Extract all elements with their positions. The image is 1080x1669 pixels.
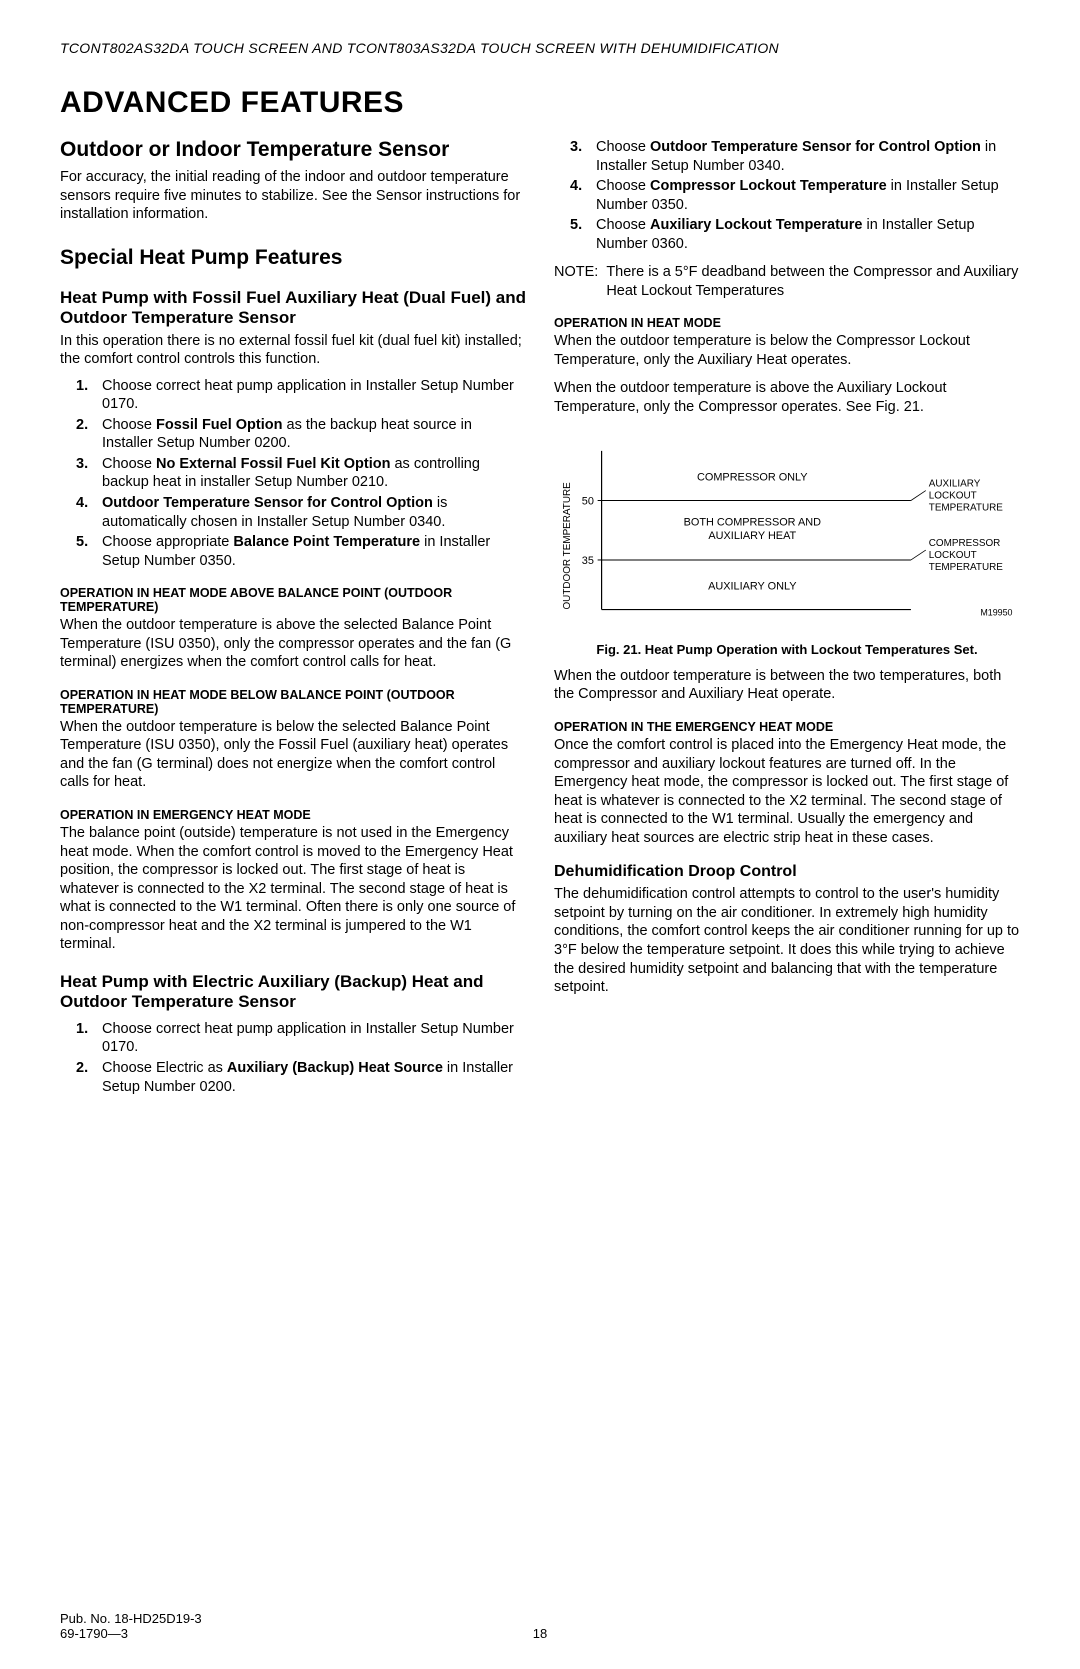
zone-compressor-only: COMPRESSOR ONLY bbox=[697, 471, 808, 483]
paragraph: Once the comfort control is placed into … bbox=[554, 736, 1020, 847]
diagram-svg: OUTDOOR TEMPERATURE 50 35 COMPRESSOR ONL… bbox=[554, 441, 1020, 629]
subsection-electric-aux: Heat Pump with Electric Auxiliary (Backu… bbox=[60, 972, 526, 1012]
right-column: 3. Choose Outdoor Temperature Sensor for… bbox=[554, 138, 1020, 1102]
operation-above-bp-heading: OPERATION IN HEAT MODE ABOVE BALANCE POI… bbox=[60, 586, 526, 614]
item-text-a: Choose bbox=[596, 178, 650, 194]
item-number: 5. bbox=[570, 216, 582, 235]
item-number: 4. bbox=[76, 494, 88, 513]
item-text-b: Auxiliary (Backup) Heat Source bbox=[227, 1060, 443, 1076]
pub-number: Pub. No. 18-HD25D19-3 bbox=[60, 1611, 202, 1626]
operation-emergency-heading: OPERATION IN EMERGENCY HEAT MODE bbox=[60, 808, 526, 822]
y-axis-label: OUTDOOR TEMPERATURE bbox=[562, 481, 573, 609]
item-text-b: Outdoor Temperature Sensor for Control O… bbox=[650, 139, 981, 155]
zone-both-b: AUXILIARY HEAT bbox=[708, 530, 796, 542]
list-item: 1. Choose correct heat pump application … bbox=[60, 377, 526, 414]
zone-aux-only: AUXILIARY ONLY bbox=[708, 580, 797, 592]
item-text-b: Fossil Fuel Option bbox=[156, 417, 282, 433]
paragraph: When the outdoor temperature is below th… bbox=[60, 718, 526, 792]
item-number: 1. bbox=[76, 1020, 88, 1039]
paragraph: When the outdoor temperature is above th… bbox=[60, 616, 526, 672]
list-item: 1. Choose correct heat pump application … bbox=[60, 1020, 526, 1057]
numbered-list-1: 1. Choose correct heat pump application … bbox=[60, 377, 526, 570]
zone-both-a: BOTH COMPRESSOR AND bbox=[684, 516, 821, 528]
page-number: 18 bbox=[533, 1626, 547, 1641]
lockout-diagram: OUTDOOR TEMPERATURE 50 35 COMPRESSOR ONL… bbox=[554, 441, 1020, 634]
item-number: 3. bbox=[76, 455, 88, 474]
subsection-fossil-fuel: Heat Pump with Fossil Fuel Auxiliary Hea… bbox=[60, 288, 526, 328]
paragraph: For accuracy, the initial reading of the… bbox=[60, 168, 526, 224]
item-text-a: Choose bbox=[102, 417, 156, 433]
left-column: Outdoor or Indoor Temperature Sensor For… bbox=[60, 138, 526, 1102]
paragraph: When the outdoor temperature is below th… bbox=[554, 332, 1020, 369]
item-text-a: Choose bbox=[596, 139, 650, 155]
item-number: 3. bbox=[570, 138, 582, 157]
list-item: 4. Outdoor Temperature Sensor for Contro… bbox=[60, 494, 526, 531]
item-text-a: Choose bbox=[596, 217, 650, 233]
operation-emergency-heat-heading: OPERATION IN THE EMERGENCY HEAT MODE bbox=[554, 720, 1020, 734]
item-text-b: Outdoor Temperature Sensor for Control O… bbox=[102, 495, 433, 511]
paragraph: The balance point (outside) temperature … bbox=[60, 824, 526, 954]
paragraph: When the outdoor temperature is between … bbox=[554, 667, 1020, 704]
tick-35: 35 bbox=[582, 555, 594, 567]
paragraph: The dehumidification control attempts to… bbox=[554, 885, 1020, 996]
item-number: 4. bbox=[570, 177, 582, 196]
page-footer: Pub. No. 18-HD25D19-3 69-1790—3 18 bbox=[60, 1611, 1020, 1641]
item-text-a: Choose appropriate bbox=[102, 534, 233, 550]
list-item: 5. Choose Auxiliary Lockout Temperature … bbox=[554, 216, 1020, 253]
label-comp-lockout-c: TEMPERATURE bbox=[929, 561, 1004, 572]
item-text-b: Auxiliary Lockout Temperature bbox=[650, 217, 862, 233]
item-text-b: Compressor Lockout Temperature bbox=[650, 178, 887, 194]
main-title: ADVANCED FEATURES bbox=[60, 86, 1020, 120]
note-label: NOTE: bbox=[554, 263, 598, 300]
item-number: 1. bbox=[76, 377, 88, 396]
diagram-code: M19950 bbox=[980, 607, 1012, 617]
item-text-a: Choose bbox=[102, 456, 156, 472]
list-item: 2. Choose Electric as Auxiliary (Backup)… bbox=[60, 1059, 526, 1096]
figure-caption: Fig. 21. Heat Pump Operation with Lockou… bbox=[554, 642, 1020, 657]
numbered-list-2: 1. Choose correct heat pump application … bbox=[60, 1020, 526, 1096]
content-columns: Outdoor or Indoor Temperature Sensor For… bbox=[60, 138, 1020, 1102]
item-number: 2. bbox=[76, 1059, 88, 1078]
label-comp-lockout-b: LOCKOUT bbox=[929, 550, 977, 561]
operation-below-bp-heading: OPERATION IN HEAT MODE BELOW BALANCE POI… bbox=[60, 688, 526, 716]
paragraph: In this operation there is no external f… bbox=[60, 332, 526, 369]
label-comp-lockout-a: COMPRESSOR bbox=[929, 538, 1001, 549]
section-heat-pump: Special Heat Pump Features bbox=[60, 246, 526, 270]
list-item: 3. Choose Outdoor Temperature Sensor for… bbox=[554, 138, 1020, 175]
note-text: There is a 5°F deadband between the Comp… bbox=[606, 263, 1020, 300]
item-text-b: No External Fossil Fuel Kit Option bbox=[156, 456, 390, 472]
item-text: Choose correct heat pump application in … bbox=[102, 378, 514, 413]
tick-50: 50 bbox=[582, 495, 594, 507]
label-aux-lockout-c: TEMPERATURE bbox=[929, 502, 1004, 513]
item-number: 2. bbox=[76, 416, 88, 435]
numbered-list-3: 3. Choose Outdoor Temperature Sensor for… bbox=[554, 138, 1020, 253]
operation-heat-mode-heading: OPERATION IN HEAT MODE bbox=[554, 316, 1020, 330]
item-text-a: Choose Electric as bbox=[102, 1060, 227, 1076]
list-item: 4. Choose Compressor Lockout Temperature… bbox=[554, 177, 1020, 214]
item-number: 5. bbox=[76, 533, 88, 552]
item-text: Choose correct heat pump application in … bbox=[102, 1021, 514, 1056]
list-item: 2. Choose Fossil Fuel Option as the back… bbox=[60, 416, 526, 453]
item-text-b: Balance Point Temperature bbox=[233, 534, 420, 550]
page-header: TCONT802AS32DA TOUCH SCREEN AND TCONT803… bbox=[60, 40, 1020, 56]
list-item: 3. Choose No External Fossil Fuel Kit Op… bbox=[60, 455, 526, 492]
paragraph: When the outdoor temperature is above th… bbox=[554, 379, 1020, 416]
list-item: 5. Choose appropriate Balance Point Temp… bbox=[60, 533, 526, 570]
note: NOTE: There is a 5°F deadband between th… bbox=[554, 263, 1020, 300]
label-aux-lockout-b: LOCKOUT bbox=[929, 490, 977, 501]
publication-info: Pub. No. 18-HD25D19-3 69-1790—3 bbox=[60, 1611, 202, 1641]
doc-number: 69-1790—3 bbox=[60, 1626, 202, 1641]
label-aux-lockout-a: AUXILIARY bbox=[929, 478, 981, 489]
dehumidification-heading: Dehumidification Droop Control bbox=[554, 863, 1020, 881]
section-outdoor-sensor: Outdoor or Indoor Temperature Sensor bbox=[60, 138, 526, 162]
